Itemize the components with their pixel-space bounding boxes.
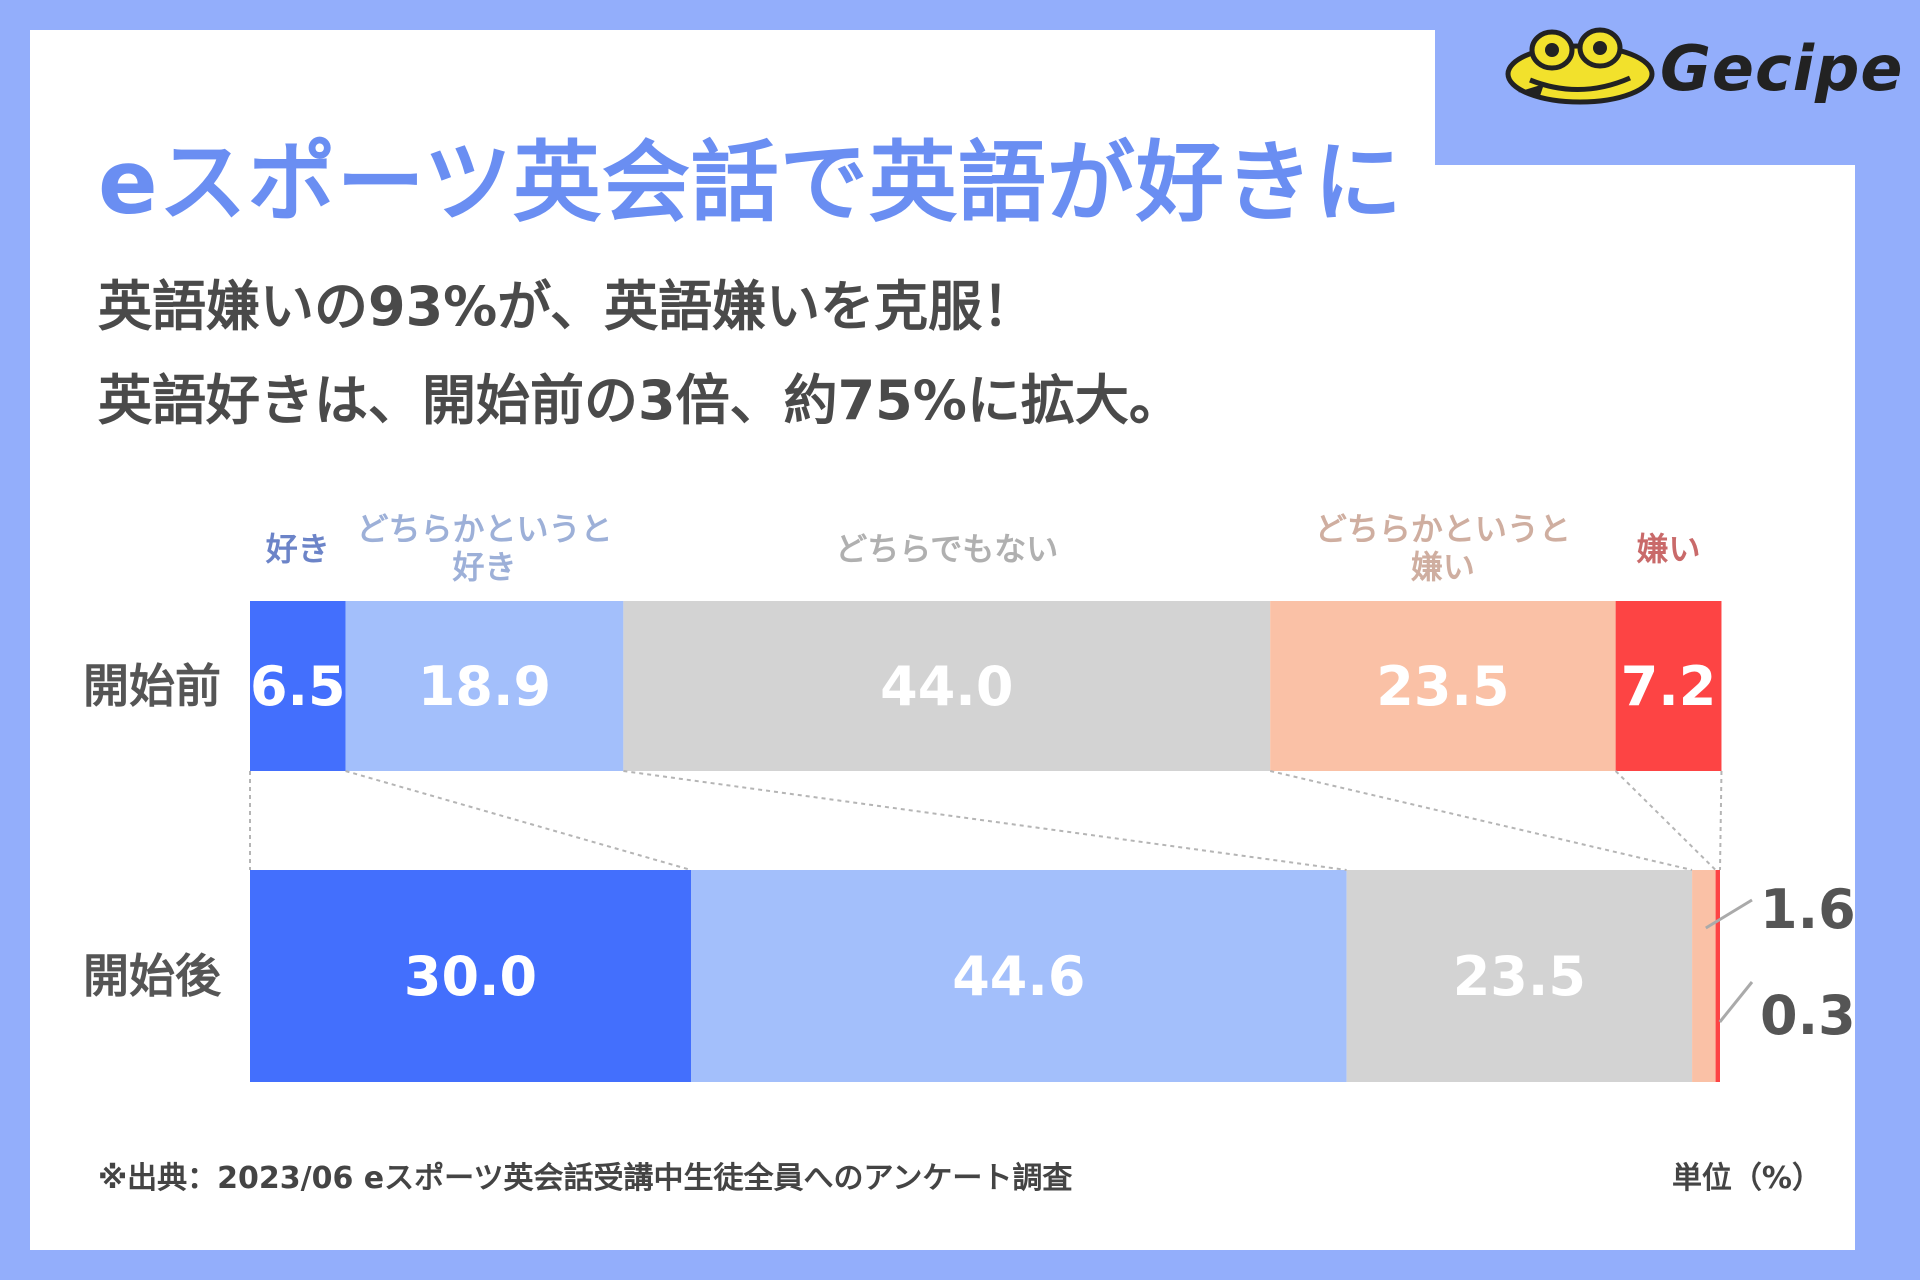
- legend-label: 嫌い: [1411, 548, 1475, 586]
- logo-tab: [1435, 30, 1855, 165]
- category-label: 開始後: [83, 949, 222, 1003]
- connector-line: [1269, 770, 1693, 871]
- bar-segment: [1615, 601, 1722, 771]
- data-label: 6.5: [250, 655, 346, 718]
- legend-label: どちらでもない: [835, 530, 1058, 568]
- legend-label: 嫌い: [1637, 530, 1701, 568]
- legend-label: 好き: [265, 530, 330, 568]
- brand-name: Gecipe: [1660, 32, 1904, 105]
- unit-label: 単位（%）: [1671, 1161, 1822, 1196]
- page-title: eスポーツ英会話で英語が好きに: [98, 131, 1403, 234]
- subtitle-line-2: 英語好きは、開始前の3倍、約75%に拡大。: [98, 369, 1183, 432]
- data-label: 23.5: [1453, 945, 1586, 1008]
- data-label: 0.3: [1760, 984, 1856, 1047]
- bar-segment: [1346, 870, 1693, 1082]
- legend-label: どちらかというと: [356, 510, 612, 548]
- data-label: 44.6: [952, 945, 1085, 1008]
- bar-segment: [345, 601, 624, 771]
- connector-line: [1719, 770, 1723, 871]
- bar-segment: [1715, 870, 1720, 1082]
- data-label: 23.5: [1376, 655, 1509, 718]
- frog-logo-icon: [1505, 27, 1655, 105]
- connector-line: [623, 770, 1347, 871]
- bar-segment: [250, 870, 691, 1082]
- data-label: 7.2: [1621, 655, 1717, 718]
- data-label: 44.0: [880, 655, 1013, 718]
- connector-line: [345, 770, 692, 871]
- source-note: ※出典：2023/06 eスポーツ英会話受講中生徒全員へのアンケート調査: [98, 1161, 1073, 1196]
- data-label: 18.9: [418, 655, 551, 718]
- bar-segment: [1692, 870, 1716, 1082]
- bar-segment: [691, 870, 1347, 1082]
- callout-line: [1705, 898, 1753, 930]
- callout-line: [1718, 981, 1754, 1023]
- subtitle-line-1: 英語嫌いの93%が、英語嫌いを克服！: [98, 275, 1037, 338]
- category-label: 開始前: [83, 659, 221, 713]
- legend-label: どちらかというと: [1315, 510, 1571, 548]
- legend-label: 好き: [451, 548, 516, 586]
- data-label: 30.0: [404, 945, 537, 1008]
- data-label: 1.6: [1760, 878, 1856, 941]
- bar-segment: [1270, 601, 1616, 771]
- bar-segment: [250, 601, 346, 771]
- bar-segment: [623, 601, 1271, 771]
